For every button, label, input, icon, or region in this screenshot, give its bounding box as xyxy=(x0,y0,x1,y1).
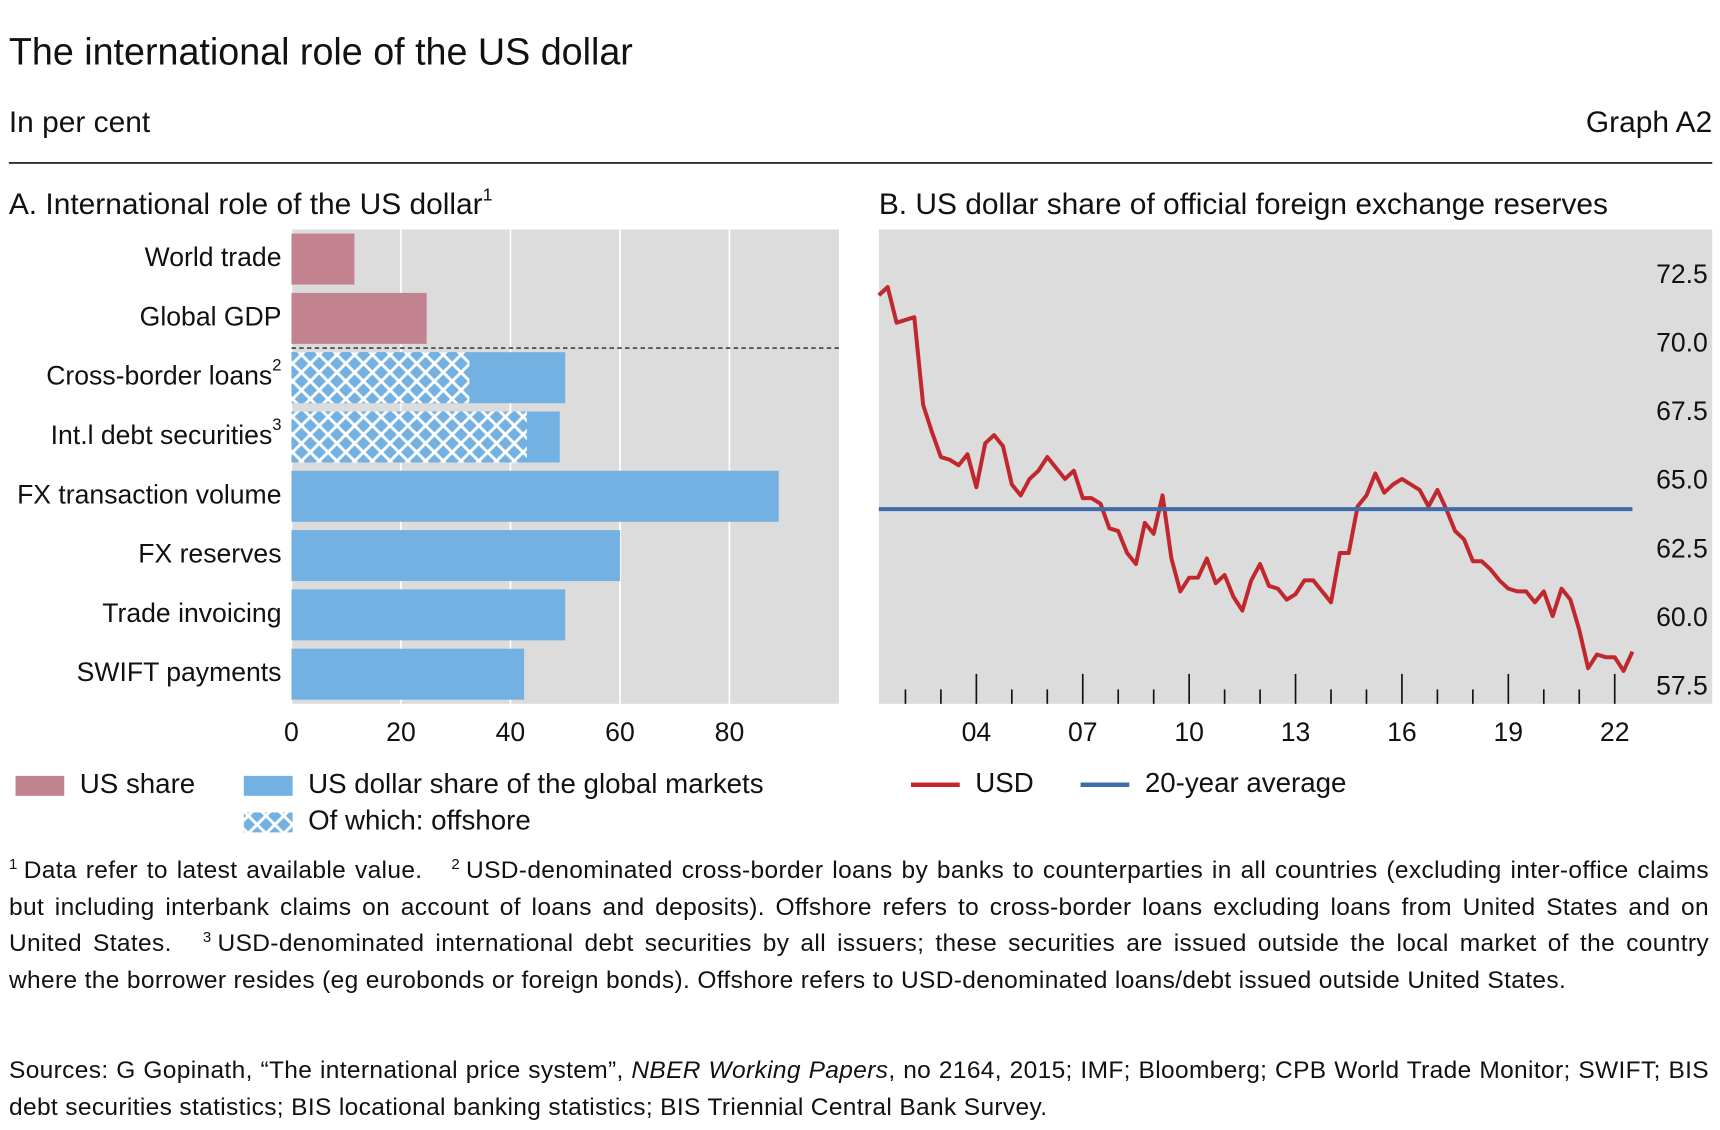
bar xyxy=(291,233,355,285)
y-tick-label: Cross-border loans2 xyxy=(46,356,281,391)
y-tick-label: 67.5 xyxy=(1656,396,1708,426)
bar xyxy=(291,411,527,463)
x-tick-label: 04 xyxy=(962,717,992,747)
bar xyxy=(291,352,470,404)
sources-publication: NBER Working Papers xyxy=(631,1057,889,1084)
legend-label: Of which: offshore xyxy=(308,805,531,836)
legend-label: USD xyxy=(975,767,1033,798)
panel-title-note: 1 xyxy=(483,185,493,205)
x-tick-label: 07 xyxy=(1068,717,1098,747)
legend-swatch xyxy=(15,775,65,796)
category-name: Trade invoicing xyxy=(102,598,281,628)
legend-label: US dollar share of the global markets xyxy=(308,768,764,799)
category-name: FX reserves xyxy=(138,539,281,569)
graph-label: Graph A2 xyxy=(1586,106,1712,139)
y-tick-label: Trade invoicing xyxy=(102,598,281,628)
footnote: USD-denominated international debt secur… xyxy=(9,930,1709,994)
panel-title-text: A. International role of the US dollar xyxy=(9,188,483,221)
x-tick-label: 13 xyxy=(1281,717,1311,747)
x-tick-label: 0 xyxy=(284,717,299,747)
x-tick-label: 10 xyxy=(1174,717,1204,747)
page-title: The international role of the US dollar xyxy=(9,30,633,72)
bar xyxy=(291,530,620,582)
y-tick-label: 65.0 xyxy=(1656,465,1708,495)
y-tick-label: FX reserves xyxy=(138,539,281,569)
y-tick-label: FX transaction volume xyxy=(17,479,281,509)
legend-swatch xyxy=(243,812,293,833)
panel-title: B. US dollar share of official foreign e… xyxy=(879,188,1608,221)
x-tick-label: 20 xyxy=(386,717,416,747)
y-tick-label: Int.l debt securities3 xyxy=(51,415,282,450)
footnote-marker: 3 xyxy=(202,929,212,946)
x-tick-label: 22 xyxy=(1600,717,1630,747)
bar xyxy=(291,648,525,700)
panel-title: A. International role of the US dollar1 xyxy=(9,185,493,221)
y-tick-label: 72.5 xyxy=(1656,259,1708,289)
y-tick-label: 60.0 xyxy=(1656,602,1708,632)
y-tick-label: 57.5 xyxy=(1656,670,1708,700)
x-tick-label: 40 xyxy=(496,717,526,747)
bar xyxy=(291,589,566,641)
sources-text: , no 2164, 2015; IMF; Bloomberg; CPB Wor… xyxy=(9,1057,1709,1121)
y-tick-label: SWIFT payments xyxy=(77,657,282,687)
category-name: Global GDP xyxy=(140,301,282,331)
legend-label: 20-year average xyxy=(1145,767,1347,798)
footnote-marker: 2 xyxy=(451,856,461,873)
category-name: SWIFT payments xyxy=(77,657,282,687)
category-name: Int.l debt securities xyxy=(51,420,273,450)
y-tick-label: World trade xyxy=(145,242,282,272)
footnote: Data refer to latest available value. xyxy=(23,857,423,884)
x-tick-label: 16 xyxy=(1387,717,1417,747)
plot-background xyxy=(878,229,1713,704)
bar xyxy=(291,292,427,344)
category-note: 2 xyxy=(272,356,281,375)
charts: The international role of the US dollar … xyxy=(9,30,1713,836)
x-tick-label: 80 xyxy=(715,717,745,747)
category-note: 3 xyxy=(272,415,281,434)
legend-swatch xyxy=(243,775,293,796)
x-tick-label: 19 xyxy=(1494,717,1524,747)
line xyxy=(877,285,1635,673)
y-tick-label: 62.5 xyxy=(1656,533,1708,563)
footnote-marker: 1 xyxy=(9,856,18,873)
subtitle: In per cent xyxy=(9,106,151,139)
footnotes: 1 Data refer to latest available value. 2… xyxy=(9,853,1709,999)
panel-title-text: B. US dollar share of official foreign e… xyxy=(879,188,1608,221)
category-name: FX transaction volume xyxy=(17,479,281,509)
footnote: USD-denominated cross-border loans by ba… xyxy=(9,857,1709,957)
category-name: Cross-border loans xyxy=(46,361,272,391)
sources: Sources: G Gopinath, “The international … xyxy=(9,1053,1709,1126)
sources-text: Sources: G Gopinath, “The international … xyxy=(9,1057,632,1084)
bar xyxy=(291,470,779,522)
y-tick-label: 70.0 xyxy=(1656,328,1708,358)
y-tick-label: Global GDP xyxy=(140,301,282,331)
category-name: World trade xyxy=(145,242,282,272)
legend-label: US share xyxy=(80,768,195,799)
x-tick-label: 60 xyxy=(605,717,635,747)
